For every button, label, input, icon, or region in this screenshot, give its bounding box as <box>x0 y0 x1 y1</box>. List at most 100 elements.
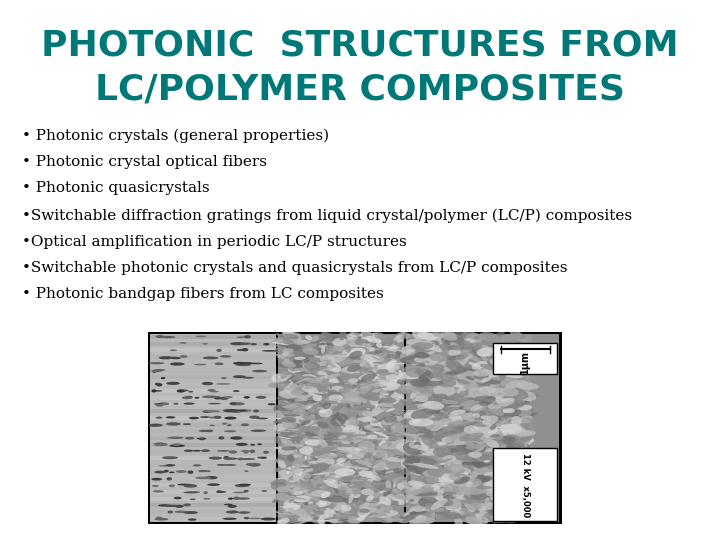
Ellipse shape <box>408 355 434 361</box>
Ellipse shape <box>375 465 390 475</box>
Ellipse shape <box>352 397 357 399</box>
Ellipse shape <box>207 483 220 486</box>
Ellipse shape <box>457 370 482 382</box>
Ellipse shape <box>444 366 457 371</box>
Ellipse shape <box>292 365 306 370</box>
Ellipse shape <box>382 346 400 349</box>
Ellipse shape <box>472 412 477 414</box>
Ellipse shape <box>383 464 390 468</box>
Ellipse shape <box>325 460 335 467</box>
Ellipse shape <box>516 476 533 486</box>
Ellipse shape <box>442 414 451 420</box>
Ellipse shape <box>284 396 292 403</box>
Ellipse shape <box>291 385 304 388</box>
Ellipse shape <box>470 467 489 476</box>
Ellipse shape <box>519 347 532 354</box>
Ellipse shape <box>473 369 491 377</box>
Ellipse shape <box>459 514 475 520</box>
Ellipse shape <box>449 365 460 368</box>
Ellipse shape <box>346 488 356 493</box>
Ellipse shape <box>289 498 302 503</box>
Ellipse shape <box>510 329 522 339</box>
Ellipse shape <box>154 403 163 405</box>
Ellipse shape <box>444 387 454 392</box>
Ellipse shape <box>431 442 441 449</box>
Ellipse shape <box>462 331 481 343</box>
Ellipse shape <box>378 516 392 518</box>
Ellipse shape <box>464 340 485 348</box>
Ellipse shape <box>467 485 487 494</box>
Ellipse shape <box>443 333 456 340</box>
Ellipse shape <box>371 374 374 380</box>
Ellipse shape <box>400 399 415 407</box>
Ellipse shape <box>359 441 375 451</box>
Ellipse shape <box>471 514 487 521</box>
Ellipse shape <box>468 362 479 367</box>
Ellipse shape <box>294 360 303 365</box>
Ellipse shape <box>274 496 292 500</box>
Ellipse shape <box>324 480 343 485</box>
Ellipse shape <box>390 515 406 522</box>
Ellipse shape <box>341 386 349 392</box>
Ellipse shape <box>518 413 537 418</box>
Ellipse shape <box>301 507 305 509</box>
Ellipse shape <box>361 411 377 417</box>
Ellipse shape <box>459 420 478 427</box>
Ellipse shape <box>348 417 359 426</box>
Ellipse shape <box>511 489 530 497</box>
Ellipse shape <box>338 435 347 440</box>
Ellipse shape <box>430 468 437 472</box>
Ellipse shape <box>318 358 333 365</box>
Ellipse shape <box>289 414 297 416</box>
Ellipse shape <box>387 501 399 505</box>
Ellipse shape <box>295 413 305 415</box>
Ellipse shape <box>166 382 180 385</box>
Ellipse shape <box>468 377 474 380</box>
Ellipse shape <box>310 516 324 524</box>
Ellipse shape <box>474 463 485 469</box>
Ellipse shape <box>498 436 511 446</box>
Ellipse shape <box>431 500 454 511</box>
Ellipse shape <box>421 490 438 497</box>
Ellipse shape <box>333 344 344 352</box>
Ellipse shape <box>294 417 314 418</box>
Ellipse shape <box>469 355 480 362</box>
Ellipse shape <box>498 343 513 351</box>
Ellipse shape <box>512 350 528 356</box>
Ellipse shape <box>371 416 377 420</box>
Ellipse shape <box>426 354 441 363</box>
Ellipse shape <box>376 456 382 460</box>
Ellipse shape <box>470 428 480 431</box>
Ellipse shape <box>465 479 482 488</box>
Ellipse shape <box>290 363 304 368</box>
Ellipse shape <box>423 380 435 388</box>
Ellipse shape <box>397 356 405 360</box>
Ellipse shape <box>359 503 368 508</box>
Ellipse shape <box>426 448 435 456</box>
Ellipse shape <box>396 416 407 422</box>
Ellipse shape <box>413 361 426 372</box>
Ellipse shape <box>354 400 361 405</box>
Ellipse shape <box>273 460 284 462</box>
Ellipse shape <box>489 509 504 516</box>
Ellipse shape <box>374 461 385 467</box>
Ellipse shape <box>356 495 372 504</box>
Ellipse shape <box>353 359 364 363</box>
Ellipse shape <box>302 446 321 450</box>
Ellipse shape <box>302 356 315 362</box>
Ellipse shape <box>421 437 440 449</box>
Ellipse shape <box>313 520 334 521</box>
Ellipse shape <box>305 337 323 344</box>
Ellipse shape <box>460 370 488 377</box>
Ellipse shape <box>360 361 374 368</box>
Ellipse shape <box>179 342 186 344</box>
Ellipse shape <box>224 416 237 420</box>
Ellipse shape <box>278 377 291 383</box>
Ellipse shape <box>438 484 462 490</box>
Ellipse shape <box>202 356 219 359</box>
Ellipse shape <box>184 402 195 405</box>
Ellipse shape <box>411 401 426 404</box>
Bar <box>150 416 276 420</box>
Ellipse shape <box>342 476 354 481</box>
Ellipse shape <box>341 354 356 357</box>
